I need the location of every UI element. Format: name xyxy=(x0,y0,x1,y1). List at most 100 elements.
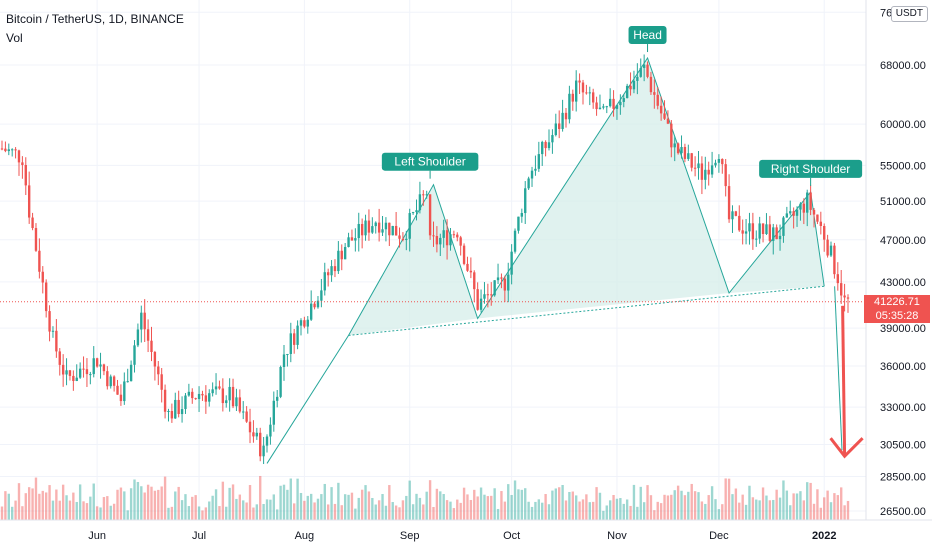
volume-bar xyxy=(384,505,388,520)
volume-bar xyxy=(687,491,690,520)
volume-bar xyxy=(109,505,112,520)
volume-bar xyxy=(799,491,802,520)
volume-bar xyxy=(313,502,316,520)
candle-body xyxy=(350,237,354,241)
candle-body xyxy=(558,123,561,129)
volume-bar xyxy=(4,491,7,520)
candle-body xyxy=(500,277,503,279)
volume-bar xyxy=(710,486,714,520)
candle-body xyxy=(197,393,201,400)
currency-unit-button[interactable]: USDT xyxy=(890,6,928,22)
candle-body xyxy=(235,397,238,407)
candle-body xyxy=(432,235,435,237)
candle-body xyxy=(843,295,846,298)
candle-body xyxy=(744,231,748,234)
volume-bar xyxy=(615,498,619,520)
candle-body xyxy=(775,227,778,240)
candle-body xyxy=(119,394,123,402)
volume-bar xyxy=(608,500,612,520)
volume-bar xyxy=(14,500,17,520)
price-tick-label: 60000.00 xyxy=(880,119,926,131)
candle-body xyxy=(823,225,826,240)
candle-body xyxy=(503,278,507,291)
volume-bar xyxy=(625,499,629,520)
volume-bar xyxy=(806,482,809,520)
volume-bar xyxy=(765,495,768,520)
volume-bar xyxy=(734,488,738,520)
head-and-shoulders-pattern xyxy=(266,56,843,464)
candle-body xyxy=(670,123,673,148)
volume-bar xyxy=(439,491,442,520)
time-axis[interactable]: Jun Jul Aug Sep Oct Nov Dec 2022 xyxy=(88,530,836,542)
candle-body xyxy=(75,377,78,381)
candle-body xyxy=(571,93,574,102)
projection-line xyxy=(834,286,843,451)
volume-bar xyxy=(561,484,564,520)
volume-bar xyxy=(425,491,428,520)
price-axis[interactable]: 76000.0068000.0060000.0055000.0051000.00… xyxy=(880,7,926,518)
volume-bar xyxy=(102,497,106,520)
symbol-title[interactable]: Bitcoin / TetherUS, 1D, BINANCE xyxy=(6,12,184,26)
price-tick-label: 30500.00 xyxy=(880,439,926,451)
candle-body xyxy=(476,289,479,310)
candle-body xyxy=(201,393,204,396)
candle-body xyxy=(639,67,642,77)
volume-bar xyxy=(795,493,799,520)
volume-bar xyxy=(558,487,561,520)
volume-bar xyxy=(693,491,697,520)
volume-bar xyxy=(174,491,177,520)
candle-body xyxy=(663,113,666,119)
candle-body xyxy=(772,227,775,241)
price-axis-panel[interactable] xyxy=(866,0,932,520)
candle-body xyxy=(89,374,92,376)
volume-bar xyxy=(44,492,48,520)
volume-bar xyxy=(337,482,340,520)
candle-body xyxy=(347,237,350,248)
volume-bar xyxy=(279,485,282,520)
candle-body xyxy=(112,376,116,386)
candle-body xyxy=(493,280,496,296)
candle-body xyxy=(676,143,680,154)
candle-body xyxy=(693,167,697,169)
volume-bar xyxy=(265,499,269,520)
volume-bar xyxy=(636,506,639,520)
price-tick-label: 39000.00 xyxy=(880,323,926,335)
candle-body xyxy=(333,266,337,272)
volume-bar xyxy=(41,490,44,520)
candle-body xyxy=(65,370,68,375)
volume-bar xyxy=(282,484,286,520)
candle-body xyxy=(758,223,761,239)
candle-body xyxy=(38,250,41,272)
volume-bar xyxy=(343,494,347,520)
volume-bar xyxy=(435,488,439,520)
volume-bar xyxy=(411,504,415,520)
volume-bar xyxy=(778,497,782,520)
candle-body xyxy=(24,164,27,186)
volume-bar xyxy=(38,493,41,520)
candle-body xyxy=(357,223,360,239)
volume-bar xyxy=(320,494,323,520)
volume-bar xyxy=(602,510,605,520)
volume-indicator-label[interactable]: Vol xyxy=(6,31,23,45)
volume-bar xyxy=(146,484,150,520)
candle-body xyxy=(228,386,231,401)
candle-body xyxy=(700,163,704,180)
candle-body xyxy=(4,148,7,152)
candle-body xyxy=(194,398,197,400)
volume-bar xyxy=(486,496,490,520)
candle-body xyxy=(143,312,146,330)
candle-body xyxy=(371,226,374,233)
candle-body xyxy=(673,143,676,148)
candle-body xyxy=(415,210,418,213)
volume-bar xyxy=(503,501,507,520)
volume-bar xyxy=(673,490,676,520)
volume-bar xyxy=(846,500,850,520)
volume-bar xyxy=(106,496,109,520)
volume-bar xyxy=(99,507,102,520)
volume-bar xyxy=(456,499,459,520)
volume-bar xyxy=(347,494,350,520)
volume-bar xyxy=(0,506,4,520)
candle-body xyxy=(802,203,806,213)
candle-body xyxy=(313,303,316,308)
